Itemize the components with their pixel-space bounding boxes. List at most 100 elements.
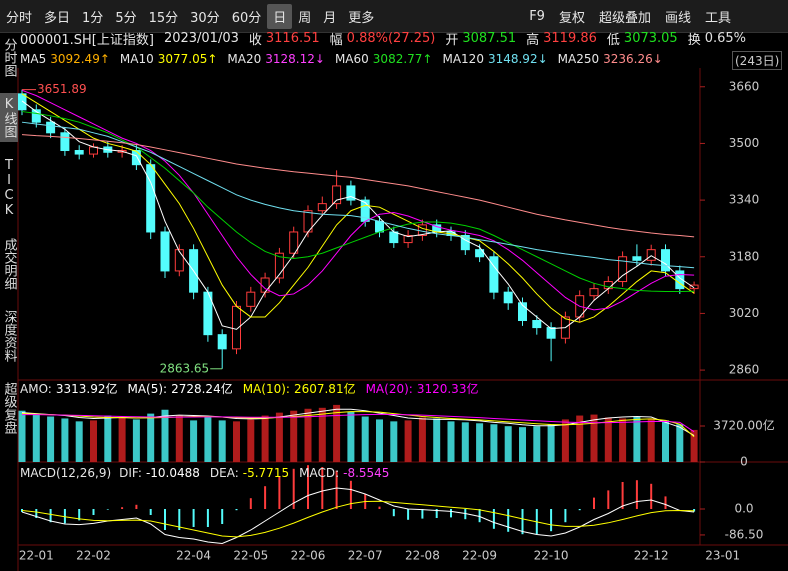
- candle-body: [46, 121, 56, 134]
- field-value: 3087.51: [462, 30, 517, 46]
- volume-bar: [390, 421, 398, 462]
- min-label: 2863.65: [160, 361, 210, 375]
- ma-line: [21, 121, 695, 269]
- stock-code: 000001.SH[上证指数]: [20, 32, 154, 48]
- toolbar-button[interactable]: 复权: [558, 10, 585, 26]
- volume-bar: [447, 421, 455, 462]
- x-tick-label: 22-02: [76, 549, 111, 563]
- legend-value: 3313.92亿: [55, 382, 118, 396]
- period-tab[interactable]: 分时: [6, 10, 33, 26]
- sidebar: 分时图 K线图 TICK 成交明细深度资料超级复盘: [0, 34, 18, 450]
- volume-bar: [204, 416, 212, 462]
- volume-bar: [161, 409, 169, 462]
- candle-body: [403, 235, 413, 244]
- period-label[interactable]: (243日): [732, 51, 783, 70]
- side-tab[interactable]: 深度资料: [1, 310, 17, 362]
- volume-bar: [433, 418, 441, 462]
- legend-value: 3148.92↓: [487, 52, 548, 66]
- y-tick-label: 3180: [729, 249, 760, 263]
- candle-body: [31, 109, 41, 123]
- field-label: 开: [445, 32, 459, 48]
- period-tab[interactable]: 15分: [148, 10, 179, 26]
- side-tab[interactable]: 超级复盘: [1, 382, 17, 434]
- period-tab[interactable]: 月: [323, 10, 337, 26]
- volume-bar: [690, 429, 698, 462]
- x-tick-label: 22-04: [176, 549, 211, 563]
- volume-bar: [247, 419, 255, 462]
- candle-body: [689, 284, 699, 290]
- legend-value: 2728.24亿: [171, 382, 233, 396]
- x-tick-label: 22-06: [291, 549, 326, 563]
- legend-name: MA10: [119, 52, 154, 66]
- legend-name: MA120: [442, 52, 484, 66]
- volume-bar: [147, 413, 155, 462]
- field-value: 0.88%(27.25): [346, 30, 436, 46]
- candle-body: [532, 320, 542, 329]
- y-tick-label: -86.50: [725, 527, 764, 541]
- period-tab[interactable]: 更多: [348, 10, 375, 26]
- volume-bar: [61, 418, 69, 462]
- x-tick-label: 22-12: [634, 549, 669, 563]
- volume-bar: [275, 412, 283, 462]
- legend-name: MACD:: [299, 465, 340, 480]
- volume-bar: [404, 420, 412, 462]
- candle-body: [646, 249, 656, 261]
- period-tab[interactable]: 日: [267, 3, 293, 29]
- period-tab[interactable]: 1分: [82, 10, 104, 26]
- y-tick-label: 3020: [729, 306, 760, 320]
- volume-bar: [418, 417, 426, 462]
- field-label: 幅: [329, 32, 343, 48]
- candle-body: [546, 327, 556, 339]
- volume-bar: [104, 415, 112, 462]
- toolbar-button[interactable]: 工具: [704, 10, 731, 26]
- volume-bar: [633, 416, 641, 462]
- candle-body: [632, 256, 642, 261]
- candle-body: [74, 150, 84, 155]
- period-tab[interactable]: 周: [298, 10, 312, 26]
- period-tab[interactable]: 5分: [115, 10, 137, 26]
- ma-line: [21, 89, 695, 311]
- volume-bar: [318, 407, 326, 462]
- period-tab[interactable]: 60分: [231, 10, 262, 26]
- toolbar-button[interactable]: 画线: [664, 10, 691, 26]
- volume-bar: [290, 410, 298, 462]
- legend-value: -8.5545: [343, 465, 390, 480]
- volume-ma-line: [21, 411, 695, 438]
- field-value: 0.65%: [704, 30, 747, 46]
- side-tab[interactable]: 分时图: [1, 38, 17, 77]
- legend-name: MA20: [227, 52, 262, 66]
- period-tab[interactable]: 30分: [190, 10, 220, 26]
- field-value: 3116.51: [265, 30, 320, 46]
- volume-bar: [175, 415, 183, 462]
- toolbar: 分时 多日 1分 5分 15分 30分 60分日周月更多 F9 复权 超级叠加 画线 工具: [0, 0, 788, 33]
- toolbar-button[interactable]: 超级叠加: [598, 10, 651, 26]
- side-tab[interactable]: 成交明细: [1, 238, 17, 290]
- volume-bar: [376, 419, 383, 462]
- candle-body: [346, 185, 356, 201]
- volume-bar: [261, 415, 269, 462]
- toolbar-button[interactable]: F9: [529, 8, 545, 24]
- volume-bar: [218, 420, 226, 462]
- ma-legend: MA5 3092.49↑ MA10 3077.05↑ MA20 3128.12↓ MA60 3…: [20, 51, 669, 67]
- volume-bar: [90, 420, 97, 462]
- volume-bar: [619, 418, 627, 462]
- legend-name: DIF:: [119, 465, 142, 480]
- volume-bar: [576, 415, 584, 462]
- candle-body: [174, 249, 184, 272]
- volume-bar: [604, 417, 612, 462]
- candle-body: [375, 220, 384, 233]
- volume-bar: [476, 423, 484, 462]
- legend-value: -10.0488: [145, 465, 200, 480]
- info-row: 000001.SH[上证指数] 2023/01/03 收 3116.51 幅 0.88%(…: [20, 29, 752, 48]
- legend-value: -5.7715: [242, 465, 290, 480]
- volume-bar: [47, 416, 55, 462]
- candle-body: [503, 291, 513, 304]
- side-tab[interactable]: TICK: [1, 158, 17, 218]
- x-tick-label: 22-10: [534, 549, 569, 563]
- candle-body: [246, 291, 256, 307]
- candle-body: [274, 252, 284, 279]
- side-tab[interactable]: K线图: [0, 93, 18, 142]
- period-tab[interactable]: 多日: [44, 10, 71, 26]
- x-tick-label: 22-01: [19, 549, 54, 563]
